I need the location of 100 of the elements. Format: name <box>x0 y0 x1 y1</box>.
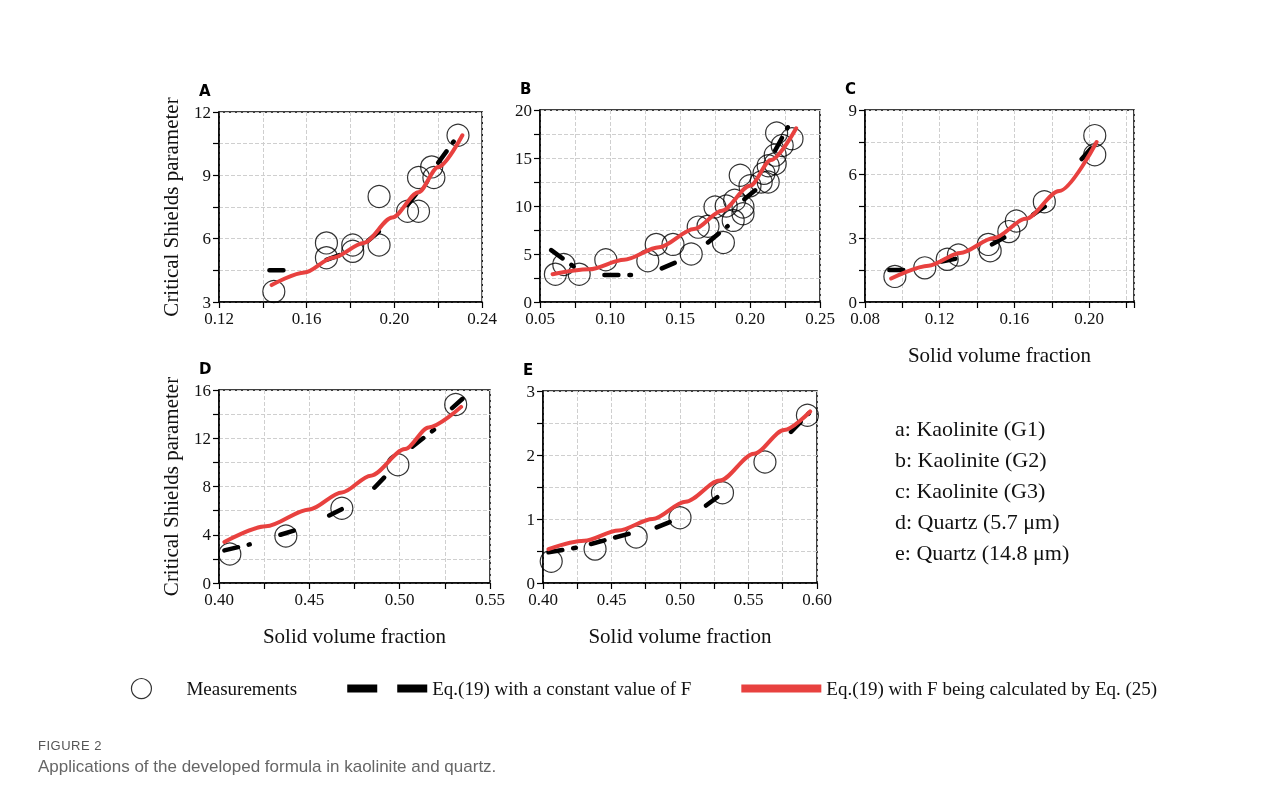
point <box>444 392 468 417</box>
point <box>711 230 735 255</box>
x-tick-label: 0.40 <box>528 590 558 609</box>
legend-label: Eq.(19) with a constant value of F <box>432 678 692 701</box>
point <box>686 215 710 239</box>
x-tick-label: 0.10 <box>595 309 625 328</box>
x-tick-label: 0.45 <box>294 590 325 609</box>
point <box>274 524 298 548</box>
point <box>396 199 420 223</box>
x-tick-label: 0.15 <box>665 309 695 328</box>
point <box>935 247 959 271</box>
x-tick-label: 0.20 <box>1074 309 1105 328</box>
point <box>703 195 727 219</box>
text: b: Kaolinite (G2) <box>895 446 1048 474</box>
y-tick-label: 6 <box>848 164 857 184</box>
x-tick-label: 0.20 <box>379 309 410 328</box>
y-tick-label: 1 <box>526 509 535 529</box>
point <box>913 256 937 280</box>
point <box>731 202 755 226</box>
chart-title: E <box>523 360 534 379</box>
point <box>738 174 762 198</box>
point <box>752 161 776 185</box>
y-tick-label: 10 <box>515 196 532 216</box>
y-tick-label: 3 <box>526 381 535 401</box>
point <box>644 232 668 256</box>
point <box>314 246 339 270</box>
x-tick-label: 0.12 <box>924 309 955 328</box>
point <box>723 188 747 212</box>
x-tick-label: 0.50 <box>665 590 695 609</box>
point <box>543 262 567 286</box>
point <box>218 542 242 566</box>
x-axis-title: Solid volume fraction <box>588 623 773 648</box>
text: c: Kaolinite (G3) <box>895 477 1047 505</box>
point <box>422 165 446 190</box>
text: e: Quartz (14.8 μm) <box>895 539 1071 567</box>
x-tick-label: 0.12 <box>204 309 234 328</box>
x-tick-label: 0.60 <box>802 590 832 609</box>
y-tick-label: 0 <box>526 573 535 593</box>
point <box>756 154 780 178</box>
x-tick-label: 0.55 <box>475 590 505 609</box>
point <box>314 231 339 255</box>
y-tick-label: 12 <box>194 428 211 448</box>
point <box>749 170 773 194</box>
y-tick-label: 16 <box>194 380 211 400</box>
x-tick-label: 0.25 <box>805 309 835 328</box>
y-tick-label: 0 <box>202 573 211 593</box>
x-tick-label: 0.08 <box>850 309 880 328</box>
text: FIGURE 2 <box>38 738 103 753</box>
legend-label: Eq.(19) with F being calculated by Eq. (25) <box>826 678 1158 701</box>
y-tick-label: 8 <box>202 477 211 496</box>
x-tick-label: 0.40 <box>204 590 234 609</box>
y-tick-label: 2 <box>526 445 535 465</box>
point <box>1083 124 1107 148</box>
y-tick-label: 0 <box>523 292 532 312</box>
point <box>341 233 365 257</box>
y-axis-title: Critical Shields parameter <box>158 376 183 597</box>
point <box>420 155 444 179</box>
y-axis-title: Critical Shields parameter <box>158 97 183 317</box>
y-tick-label: 5 <box>523 244 532 264</box>
point <box>795 403 820 427</box>
y-tick-label: 6 <box>202 229 211 249</box>
x-axis-title: Solid volume fraction <box>262 623 447 648</box>
y-tick-label: 3 <box>848 228 857 248</box>
legend-label: Measurements <box>186 678 298 700</box>
point <box>668 506 692 530</box>
line-series <box>269 133 465 288</box>
point <box>594 248 618 272</box>
point <box>696 214 720 238</box>
y-tick-label: 9 <box>202 165 211 185</box>
point <box>679 242 703 266</box>
point <box>780 127 804 151</box>
text: a: Kaolinite (G1) <box>895 415 1047 443</box>
x-tick-label: 0.16 <box>999 309 1030 328</box>
point <box>710 481 735 505</box>
x-axis-title: Solid volume fraction <box>907 342 1092 367</box>
point <box>367 184 391 209</box>
point <box>446 123 470 147</box>
point <box>714 194 738 218</box>
point <box>539 549 563 573</box>
point <box>1032 190 1056 214</box>
text: d: Quartz (5.7 μm) <box>895 508 1061 536</box>
x-tick-label: 0.24 <box>467 309 498 328</box>
point <box>661 232 685 256</box>
chart-title: C <box>845 79 857 98</box>
point <box>728 163 752 187</box>
y-tick-label: 20 <box>515 100 532 120</box>
chart-title: A <box>199 81 211 100</box>
point <box>624 525 648 549</box>
chart-title: D <box>199 359 212 378</box>
point <box>997 220 1021 244</box>
chart-title: B <box>520 79 532 98</box>
point <box>386 453 410 477</box>
x-tick-label: 0.16 <box>291 309 322 328</box>
x-tick-label: 0.55 <box>733 590 764 609</box>
point <box>262 279 286 304</box>
x-tick-label: 0.20 <box>735 309 765 328</box>
point <box>763 143 787 167</box>
point <box>406 199 431 223</box>
y-tick-label: 3 <box>202 292 211 312</box>
point <box>753 450 777 474</box>
